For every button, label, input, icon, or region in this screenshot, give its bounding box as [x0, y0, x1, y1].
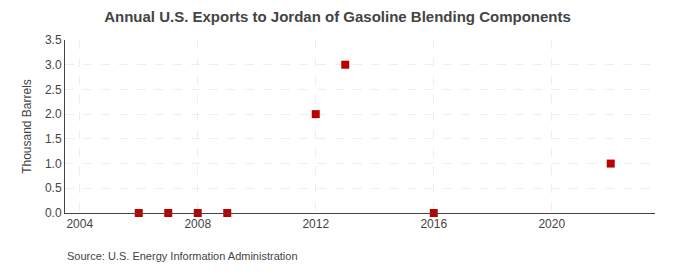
svg-text:2004: 2004	[66, 217, 93, 231]
svg-text:0.0: 0.0	[45, 206, 62, 220]
svg-text:0.5: 0.5	[45, 181, 62, 195]
svg-text:3.0: 3.0	[45, 58, 62, 72]
svg-text:Annual U.S. Exports to Jordan: Annual U.S. Exports to Jordan of Gasolin…	[104, 8, 571, 25]
svg-text:1.0: 1.0	[45, 157, 62, 171]
svg-text:Source: U.S. Energy Informatio: Source: U.S. Energy Information Administ…	[67, 250, 298, 262]
svg-text:Thousand Barrels: Thousand Barrels	[20, 79, 34, 174]
svg-text:2.0: 2.0	[45, 107, 62, 121]
svg-text:2008: 2008	[184, 217, 211, 231]
svg-text:2.5: 2.5	[45, 83, 62, 97]
svg-text:2016: 2016	[420, 217, 447, 231]
svg-text:1.5: 1.5	[45, 132, 62, 146]
svg-text:2012: 2012	[302, 217, 329, 231]
svg-text:3.5: 3.5	[45, 33, 62, 47]
svg-text:2020: 2020	[538, 217, 565, 231]
